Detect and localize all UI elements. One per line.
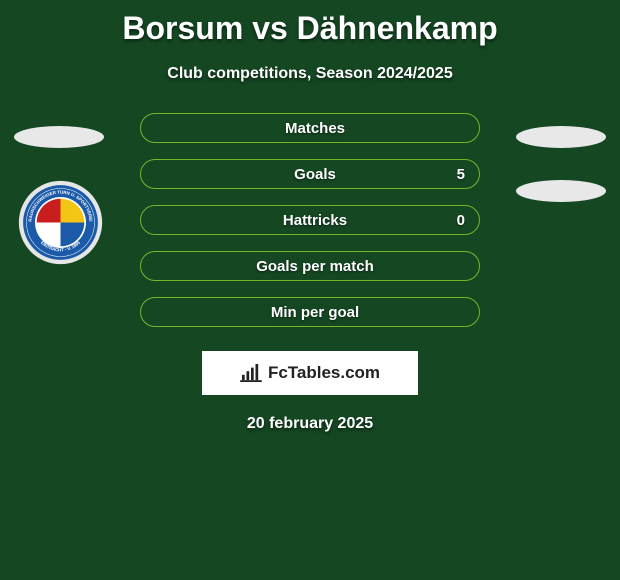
stat-label: Goals per match bbox=[256, 258, 374, 275]
stat-value-right: 5 bbox=[457, 166, 465, 183]
stat-label: Matches bbox=[285, 120, 345, 137]
footer-date: 20 february 2025 bbox=[0, 415, 620, 433]
stat-label: Hattricks bbox=[283, 212, 347, 229]
stat-label: Goals bbox=[294, 166, 336, 183]
player-placeholder-right-1 bbox=[516, 126, 606, 148]
stat-row-matches: Matches bbox=[140, 113, 480, 143]
page-subtitle: Club competitions, Season 2024/2025 bbox=[0, 65, 620, 83]
player-placeholder-left bbox=[14, 126, 104, 148]
player-placeholder-right-2 bbox=[516, 180, 606, 202]
brand-text: FcTables.com bbox=[268, 363, 380, 383]
stat-label: Min per goal bbox=[271, 304, 359, 321]
stat-row-goals-per-match: Goals per match bbox=[140, 251, 480, 281]
stat-value-right: 0 bbox=[457, 212, 465, 229]
brand-box: FcTables.com bbox=[202, 351, 418, 395]
stat-row-hattricks: Hattricks 0 bbox=[140, 205, 480, 235]
chart-icon bbox=[240, 364, 262, 382]
stat-row-goals: Goals 5 bbox=[140, 159, 480, 189]
page-title: Borsum vs Dähnenkamp bbox=[0, 0, 620, 47]
club-badge: BRAUNSCHWEIGER TURN U. SPORTVEREIN EINTR… bbox=[18, 180, 103, 265]
stat-row-min-per-goal: Min per goal bbox=[140, 297, 480, 327]
